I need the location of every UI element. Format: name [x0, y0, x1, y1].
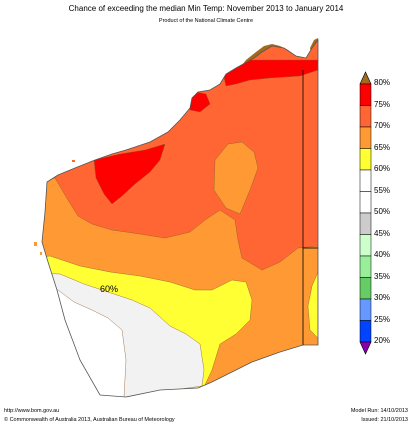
legend-label: 35%: [374, 271, 391, 281]
wa-coastline: [41, 38, 319, 398]
legend-label: 25%: [374, 314, 391, 324]
legend-label: 80%: [374, 78, 391, 87]
zone-red-north-coast: [219, 59, 318, 87]
zone-orange-inland: [213, 141, 259, 215]
footer-copyright: © Commonwealth of Australia 2013, Austra…: [4, 417, 175, 423]
legend-swatch: [359, 277, 372, 300]
legend-colorbar: [359, 71, 372, 355]
zone-red-pilbara: [93, 143, 166, 205]
legend-swatch: [359, 105, 372, 128]
island: [34, 242, 37, 246]
legend-label: 60%: [374, 164, 391, 173]
legend-swatch: [359, 83, 372, 106]
legend-label: 20%: [374, 336, 391, 345]
legend-label: 70%: [374, 121, 391, 130]
map-region-label: 60%: [100, 284, 118, 294]
legend-label: 30%: [374, 293, 391, 302]
footer-model-run: Model Run: 14/10/2013: [350, 408, 408, 414]
legend-label: 75%: [374, 99, 391, 109]
map-title: Chance of exceeding the median Min Temp:…: [68, 4, 344, 13]
legend-cap-top: [359, 71, 372, 85]
legend-swatch: [359, 298, 372, 321]
legend-label: 50%: [374, 207, 391, 216]
legend-swatch: [359, 212, 372, 235]
island: [72, 160, 75, 162]
legend-swatch: [359, 148, 372, 171]
legend-cap-bottom: [359, 341, 372, 355]
legend-label: 55%: [374, 185, 391, 195]
legend-swatch: [359, 126, 372, 149]
legend-label: 40%: [374, 250, 391, 259]
legend-label: 65%: [374, 142, 391, 152]
legend-swatch: [359, 234, 372, 257]
map-subtitle: Product of the National Climate Centre: [158, 18, 254, 24]
legend-swatch: [359, 169, 372, 192]
island: [40, 252, 42, 255]
legend-swatch: [359, 320, 372, 343]
legend-swatch: [359, 255, 372, 278]
legend-label: 45%: [374, 228, 391, 238]
footer-issued: Issued: 21/10/2013: [361, 417, 408, 423]
legend-swatch: [359, 191, 372, 214]
footer-url: http://www.bom.gov.au: [4, 408, 60, 414]
zone-yellow-east: [307, 271, 318, 339]
